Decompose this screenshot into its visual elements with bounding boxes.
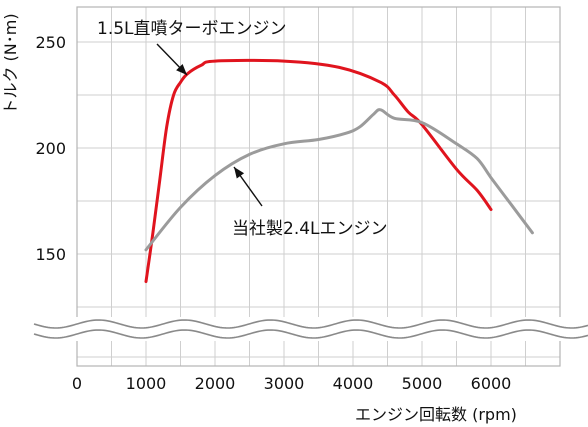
tick-labels: 0 1000 2000 3000 4000 5000 6000 150 200 250 [35,33,511,393]
x-tick-label: 2000 [195,374,236,393]
x-tick-label: 3000 [264,374,305,393]
x-tick-label: 1000 [126,374,167,393]
y-tick-label: 250 [35,33,66,52]
series-lines [144,58,534,284]
y-tick-label: 150 [35,245,66,264]
axis-break [20,317,588,341]
annotation-na: 当社製2.4Lエンジン [232,219,388,239]
x-tick-label: 4000 [333,374,374,393]
turbo-arrow-head [176,63,187,75]
plot-border [76,6,561,367]
x-tick-label: 5000 [402,374,443,393]
x-axis-label: エンジン回転数 (rpm) [355,405,517,424]
break-wave-top [33,319,588,329]
annotation-arrows [156,43,263,207]
y-tick-label: 200 [35,139,66,158]
annotation-turbo: 1.5L直噴ターボエンジン [97,19,287,39]
x-tick-label: 0 [72,374,82,393]
grid [77,7,560,366]
na-arrow-head [234,167,245,179]
break-wave-bottom [33,329,588,339]
plot-frame [76,6,561,367]
x-tick-label: 6000 [471,374,512,393]
y-axis-label: トルク (N･m) [1,13,20,114]
na-torque-line [144,108,534,252]
turbo-torque-line [144,58,493,284]
